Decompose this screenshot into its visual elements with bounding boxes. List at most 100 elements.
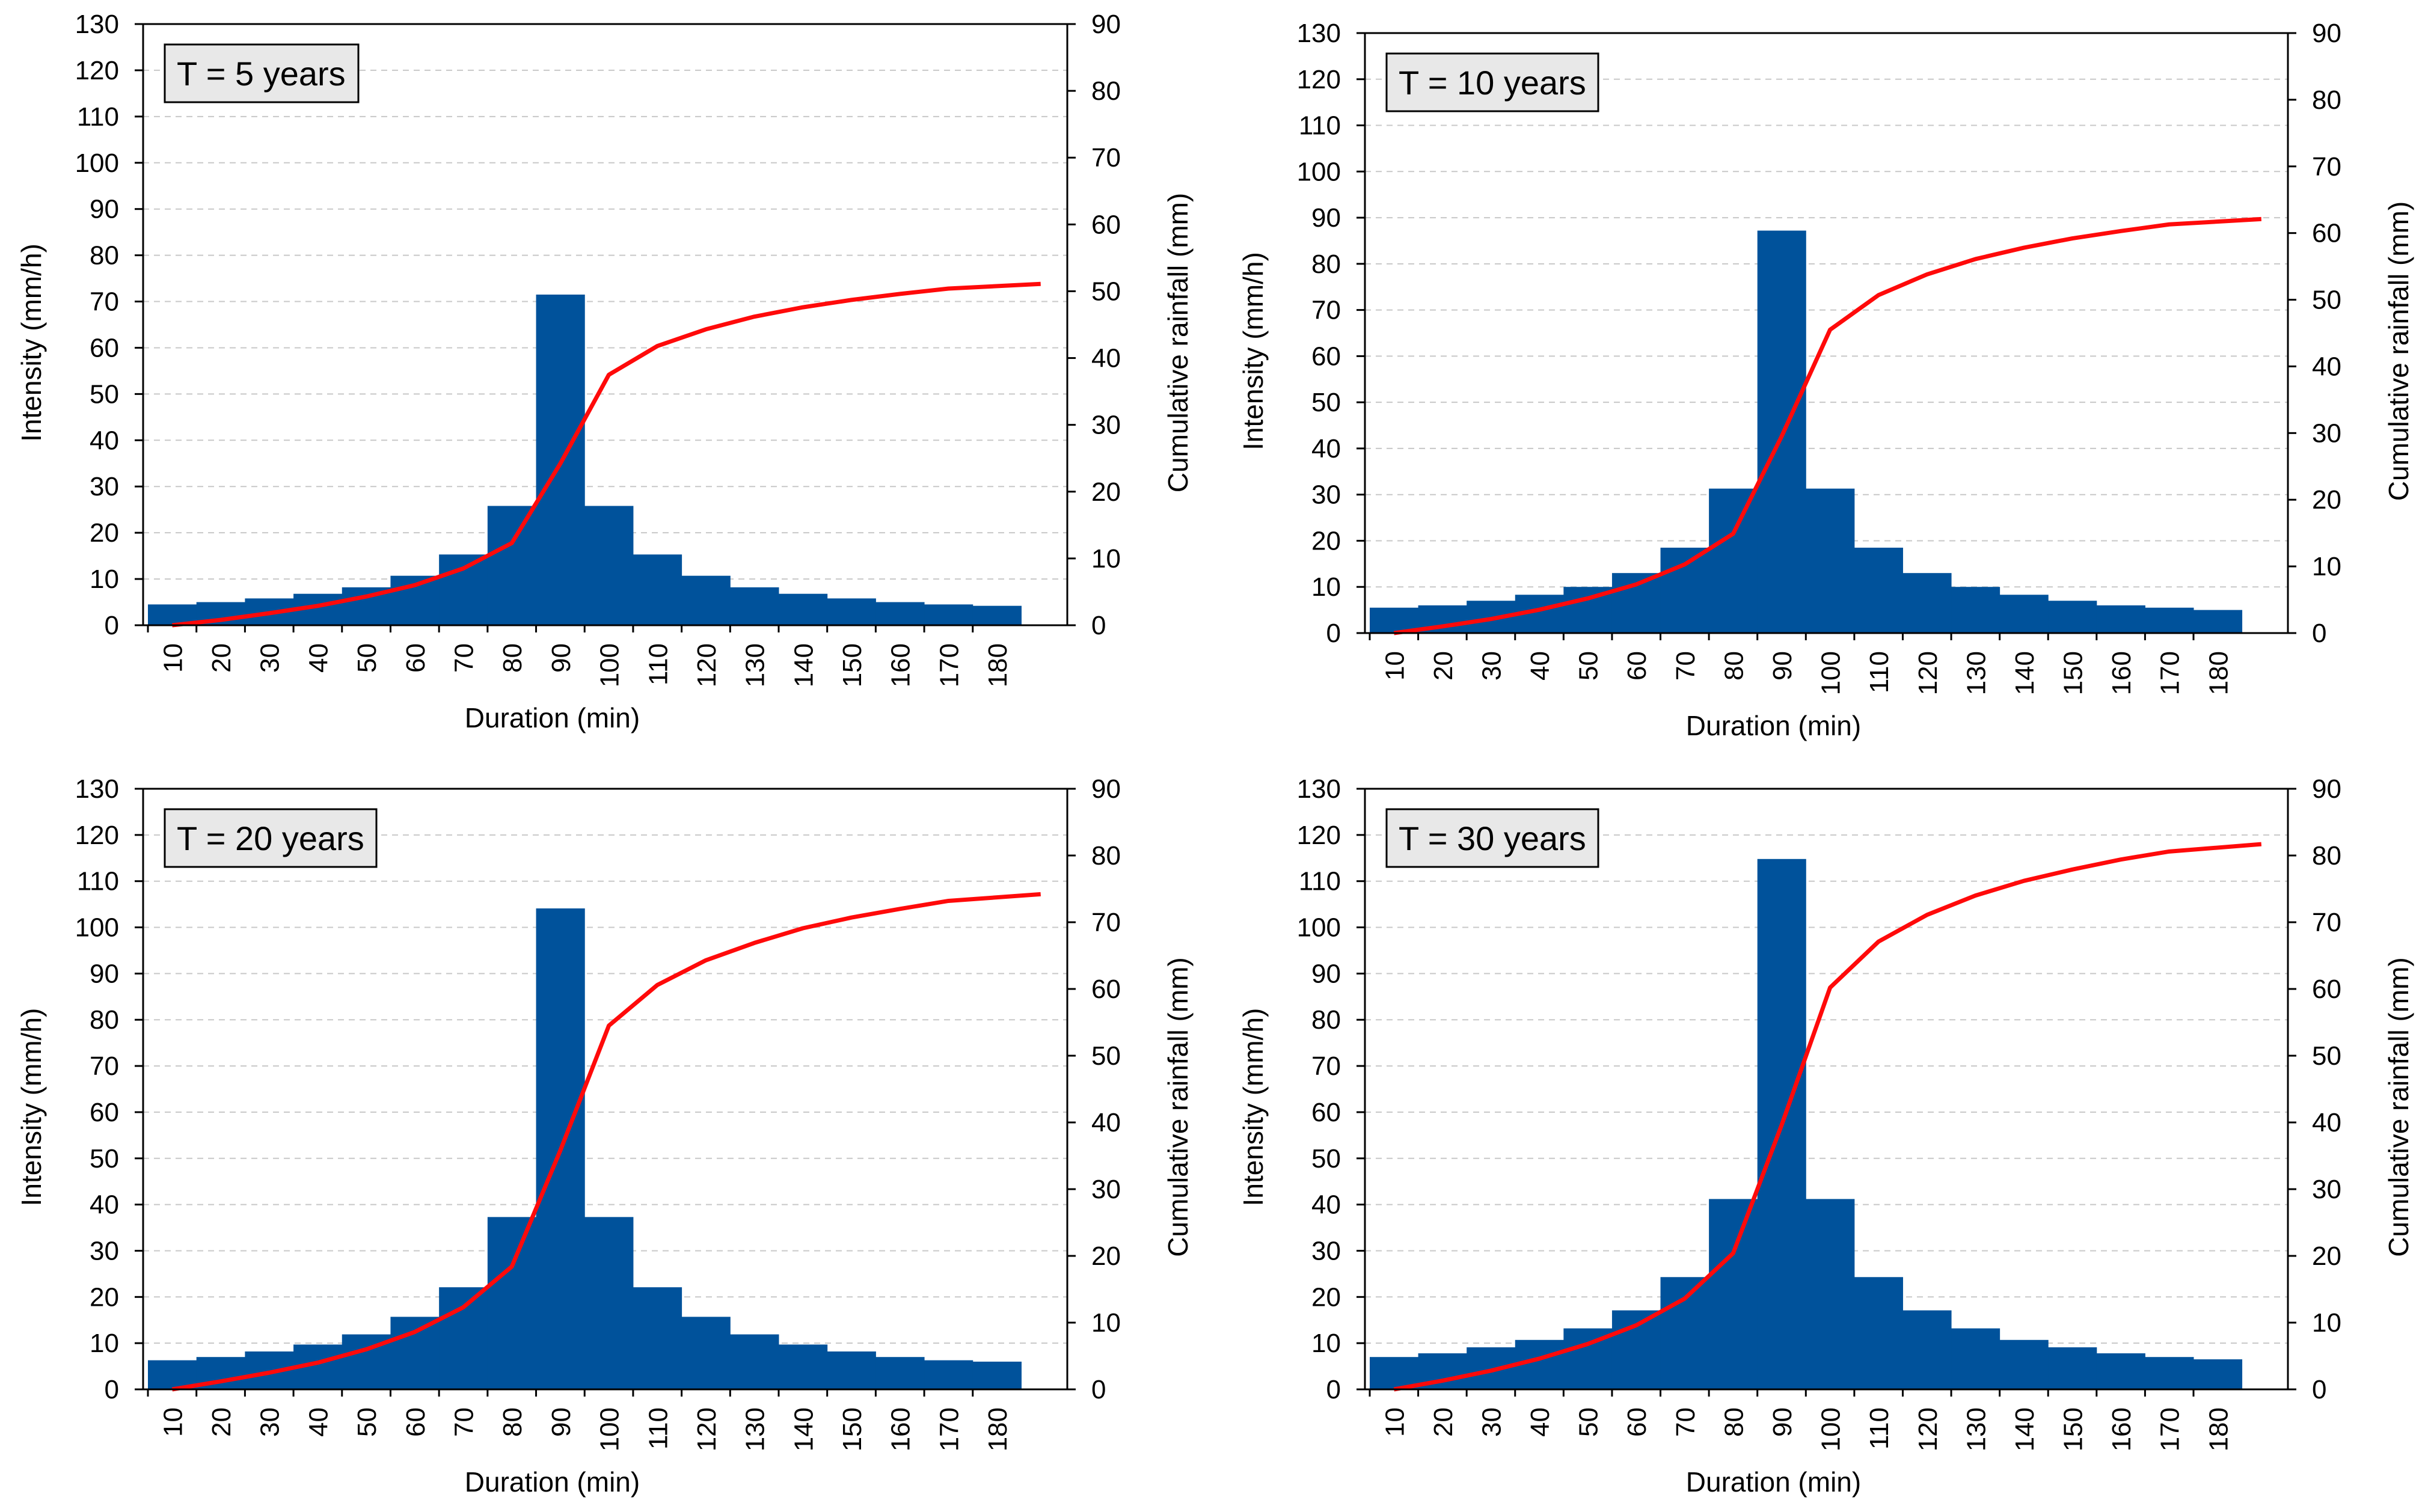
x-tick-label: 60 xyxy=(1622,651,1652,681)
intensity-bar xyxy=(1806,488,1855,633)
y-axis-title: Intensity (mm/h) xyxy=(16,1008,47,1207)
x-tick-label: 10 xyxy=(158,643,188,673)
y2-tick-label: 40 xyxy=(1091,1108,1121,1137)
y2-tick-label: 90 xyxy=(1091,774,1121,804)
y-tick-label: 30 xyxy=(90,1236,119,1266)
y-tick-label: 100 xyxy=(75,913,119,943)
x-tick-label: 30 xyxy=(256,1407,285,1437)
x-tick-label: 10 xyxy=(1380,651,1409,681)
x-tick-label: 30 xyxy=(1477,651,1506,681)
x-tick-label: 100 xyxy=(595,1407,625,1451)
intensity-bar xyxy=(487,1217,537,1389)
panel-label-box xyxy=(1385,52,1599,112)
y-tick-label: 80 xyxy=(1311,1005,1341,1035)
x-tick-label: 110 xyxy=(1865,651,1894,693)
y-tick-label: 60 xyxy=(1311,1098,1341,1127)
intensity-bar xyxy=(1854,1277,1903,1389)
intensity-bar xyxy=(2096,1353,2145,1389)
y2-tick-label: 0 xyxy=(2312,619,2326,648)
intensity-bar xyxy=(779,1344,828,1389)
y2-tick-label: 90 xyxy=(2312,19,2341,48)
y-tick-label: 80 xyxy=(90,1005,119,1035)
y-tick-label: 100 xyxy=(75,148,119,178)
y-tick-label: 130 xyxy=(75,10,119,39)
y2-tick-label: 60 xyxy=(2312,219,2341,248)
intensity-bar xyxy=(924,604,973,625)
intensity-bar xyxy=(730,1334,779,1389)
y2-tick-label: 40 xyxy=(1091,344,1121,373)
x-tick-label: 40 xyxy=(1525,651,1555,681)
y-tick-label: 20 xyxy=(1311,526,1341,556)
x-tick-label: 180 xyxy=(983,1407,1013,1451)
intensity-bar xyxy=(2048,1347,2097,1389)
y-tick-label: 60 xyxy=(90,333,119,363)
intensity-bar xyxy=(779,593,828,625)
intensity-bar xyxy=(584,1217,634,1389)
y2-tick-label: 60 xyxy=(1091,975,1121,1004)
y-tick-label: 50 xyxy=(90,1144,119,1174)
y2-tick-label: 60 xyxy=(2312,975,2341,1004)
y-tick-label: 50 xyxy=(1311,1144,1341,1174)
x-tick-label: 160 xyxy=(2107,1407,2136,1451)
intensity-bar xyxy=(2145,1357,2194,1389)
x-tick-label: 160 xyxy=(886,643,916,687)
x-tick-label: 150 xyxy=(2059,1407,2088,1451)
x-tick-label: 180 xyxy=(2204,651,2233,695)
x-axis-title: Duration (min) xyxy=(1686,710,1861,741)
y2-axis-title: Cumulative rainfall (mm) xyxy=(2383,957,2414,1256)
intensity-bar xyxy=(2145,607,2194,633)
intensity-bar xyxy=(2096,605,2145,633)
y2-tick-label: 0 xyxy=(2312,1375,2326,1404)
y2-axis-title: Cumulative rainfall (mm) xyxy=(2383,201,2414,501)
x-tick-label: 90 xyxy=(1768,1407,1797,1437)
intensity-bar xyxy=(439,1287,488,1389)
x-tick-label: 170 xyxy=(934,643,964,687)
x-tick-label: 140 xyxy=(789,643,818,687)
x-tick-label: 170 xyxy=(2156,651,2185,695)
intensity-bar xyxy=(1660,547,1709,633)
y2-tick-label: 70 xyxy=(1091,908,1121,937)
y-tick-label: 60 xyxy=(90,1098,119,1127)
y2-tick-label: 10 xyxy=(1091,1308,1121,1338)
y2-tick-label: 90 xyxy=(1091,10,1121,39)
x-tick-label: 150 xyxy=(2059,651,2088,695)
y-tick-label: 30 xyxy=(1311,480,1341,510)
chart-panel-4: 0 10 20 30 40 50 60 70 80 90 100 110 120 130 0 10 20 30 40… xyxy=(1237,774,2414,1498)
intensity-bar xyxy=(1611,1310,1661,1389)
y-tick-label: 10 xyxy=(1311,1329,1341,1358)
intensity-bar xyxy=(1660,1277,1709,1389)
x-tick-label: 180 xyxy=(983,643,1013,687)
y2-tick-label: 50 xyxy=(2312,286,2341,315)
y2-tick-label: 30 xyxy=(2312,1175,2341,1204)
y2-tick-label: 20 xyxy=(1091,1241,1121,1271)
x-tick-label: 10 xyxy=(1380,1407,1409,1437)
y2-axis-title: Cumulative rainfall (mm) xyxy=(1162,957,1194,1256)
intensity-bar xyxy=(1806,1199,1855,1389)
x-tick-label: 100 xyxy=(1816,651,1846,695)
y2-tick-label: 70 xyxy=(2312,152,2341,182)
x-tick-label: 80 xyxy=(498,1407,527,1437)
y-tick-label: 40 xyxy=(1311,434,1341,464)
y-tick-label: 120 xyxy=(75,821,119,850)
intensity-bar xyxy=(439,554,488,625)
x-tick-label: 20 xyxy=(207,643,236,673)
cumulative-rainfall-line xyxy=(1393,842,2262,1392)
x-tick-label: 10 xyxy=(158,1407,188,1437)
x-tick-label: 110 xyxy=(643,1407,673,1449)
panel-label: T = 5 years xyxy=(177,55,346,93)
intensity-bar xyxy=(1902,573,1952,633)
y2-tick-label: 20 xyxy=(2312,1241,2341,1271)
y2-tick-label: 80 xyxy=(1091,841,1121,871)
y-tick-label: 50 xyxy=(1311,388,1341,417)
intensity-bar xyxy=(972,1361,1022,1389)
x-tick-label: 110 xyxy=(1865,1407,1894,1449)
y-tick-label: 20 xyxy=(1311,1282,1341,1312)
y-tick-label: 0 xyxy=(1326,1375,1341,1404)
cumulative-rainfall-line xyxy=(1393,216,2262,635)
y2-tick-label: 30 xyxy=(2312,418,2341,448)
x-axis-title: Duration (min) xyxy=(1686,1466,1861,1498)
x-tick-label: 50 xyxy=(352,643,382,673)
y2-tick-label: 0 xyxy=(1091,611,1106,640)
y-tick-label: 0 xyxy=(105,611,119,640)
